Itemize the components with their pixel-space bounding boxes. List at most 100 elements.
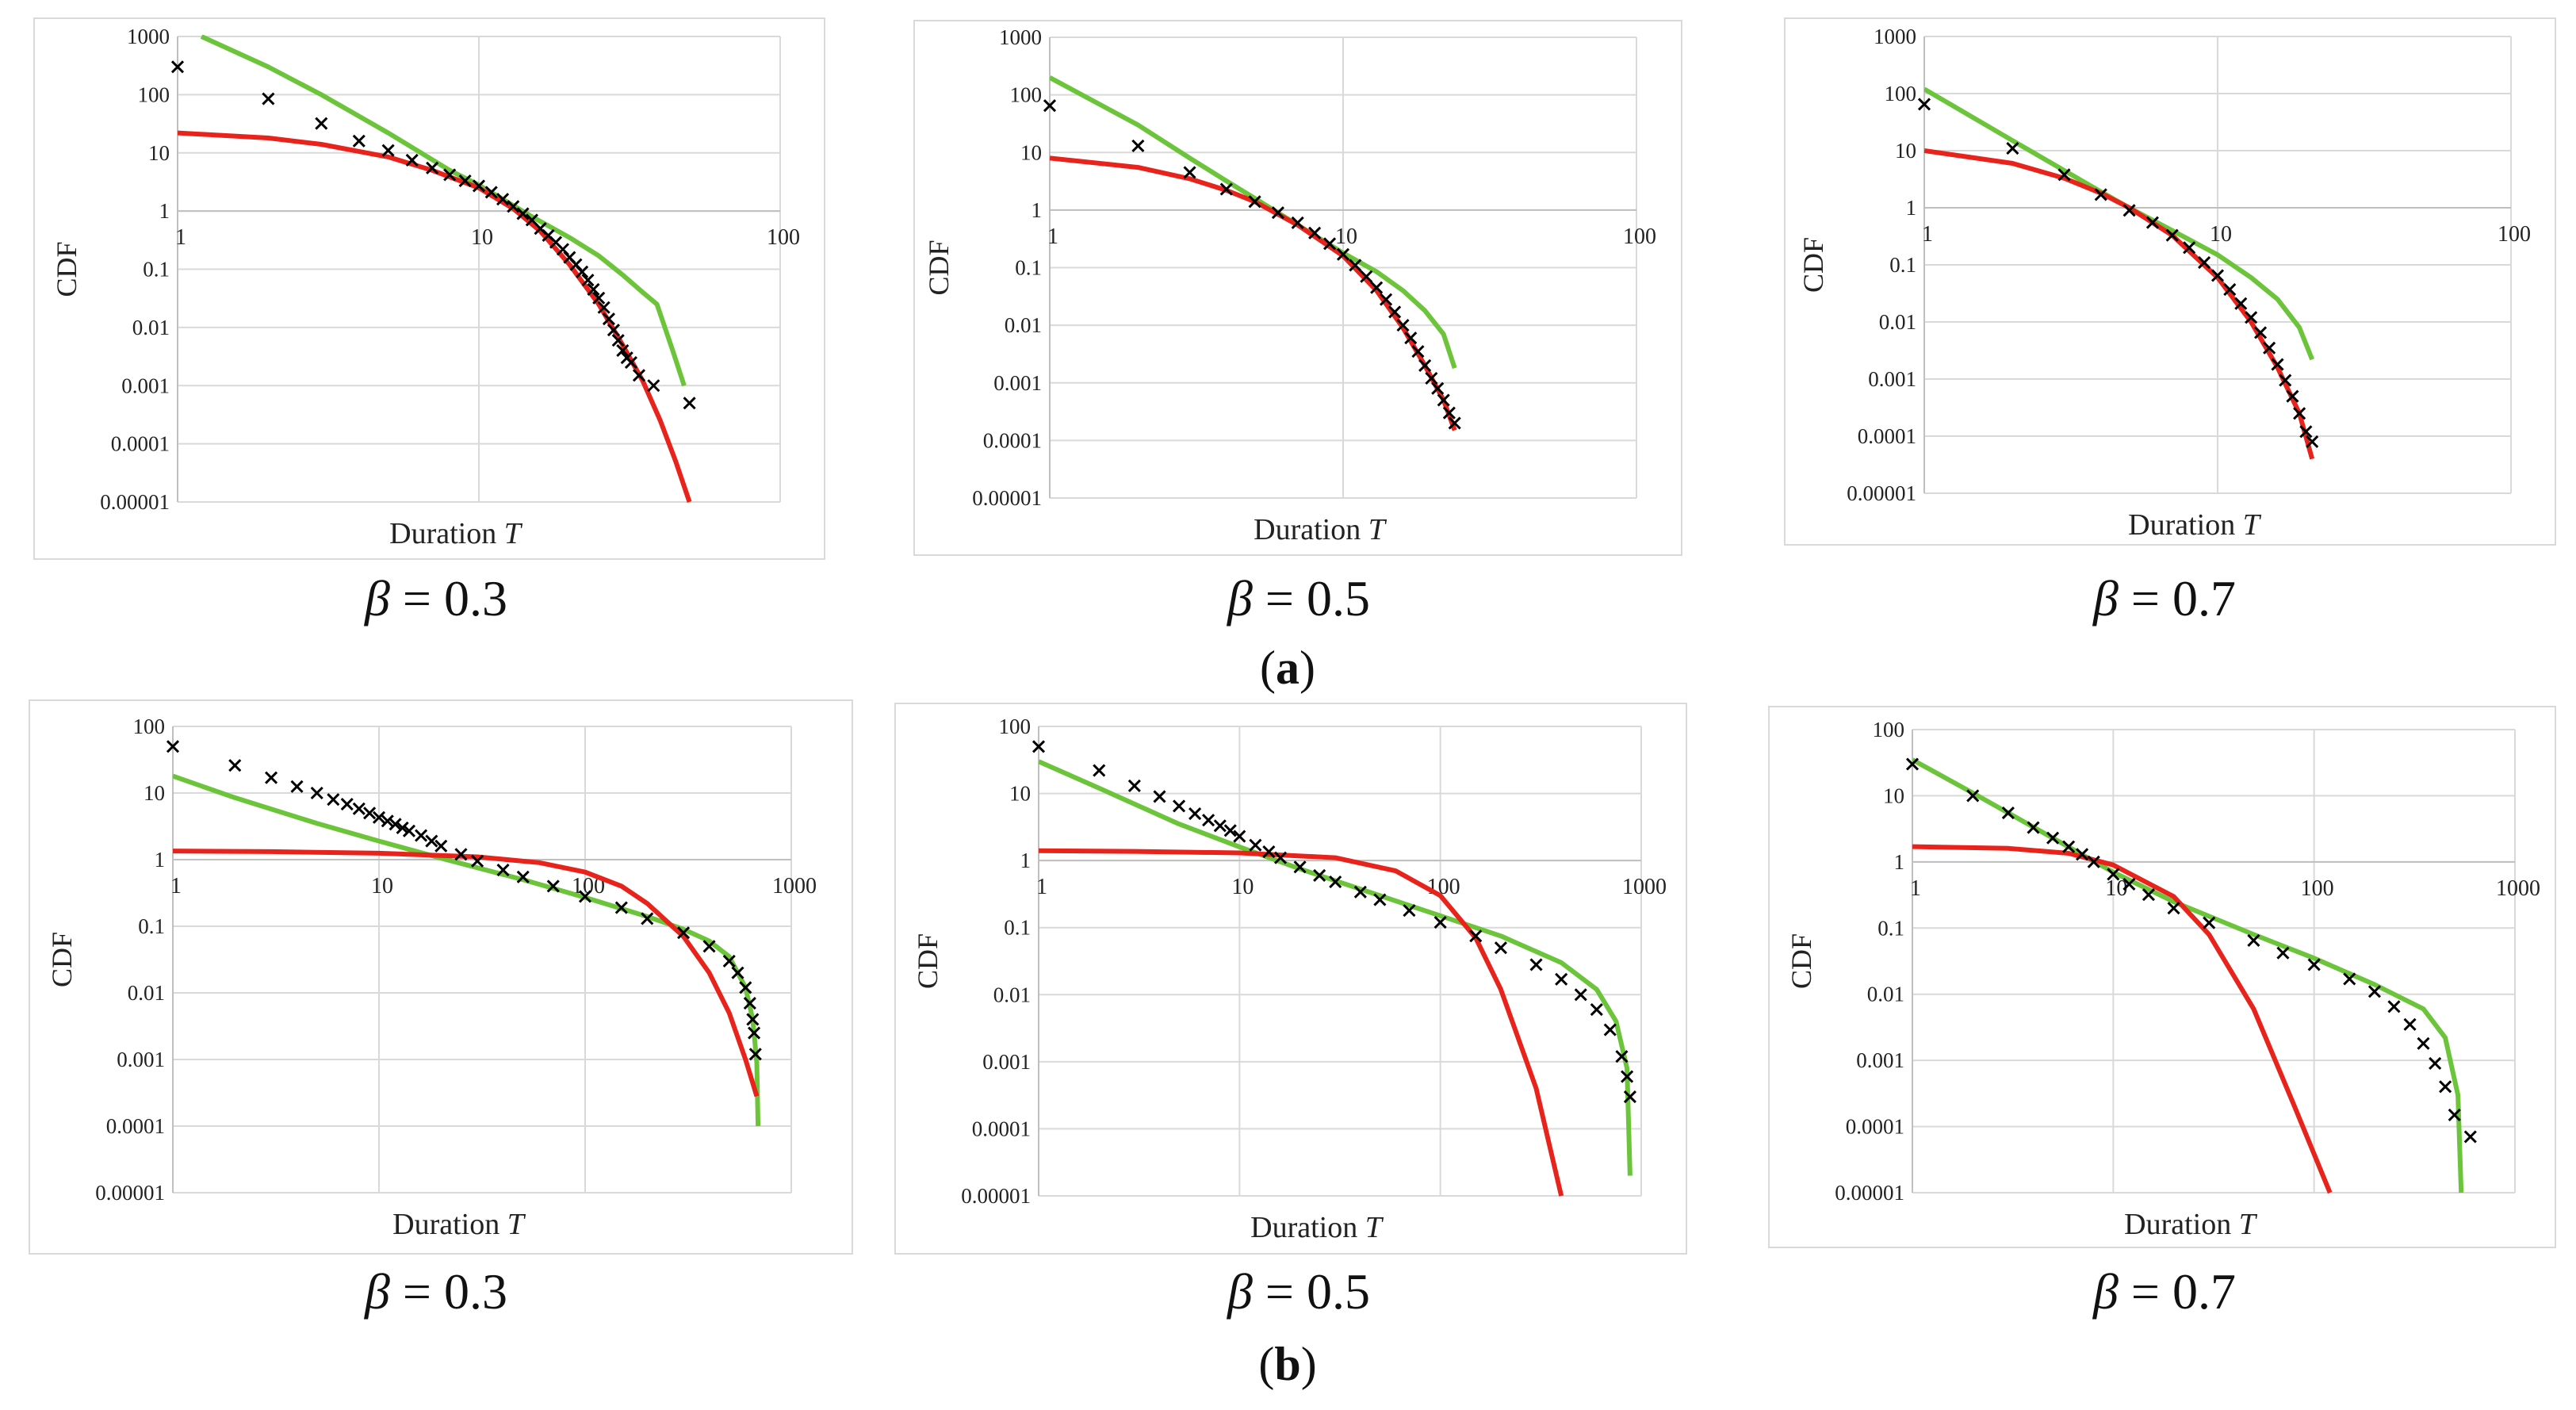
data-point-marker — [1590, 1002, 1603, 1017]
y-tick-label: 1 — [1906, 196, 1917, 220]
data-point-marker — [2234, 297, 2248, 310]
y-tick-label: 0.001 — [121, 374, 170, 397]
red-fit-line — [1039, 848, 1564, 1197]
figure-label-b-letter: b — [1274, 1338, 1301, 1390]
data-point-marker — [1249, 838, 1262, 852]
data-point-marker — [340, 798, 354, 811]
data-point-marker — [1494, 941, 1507, 955]
x-axis-title-text: Duration — [389, 517, 504, 550]
data-point-marker — [592, 291, 606, 305]
green-fit-line — [1924, 86, 2314, 361]
data-point-marker — [2271, 358, 2284, 371]
data-point-marker — [602, 312, 615, 326]
chart-panel-a3: 0.00001 0.0001 0.001 0.01 0.1 1 10 100 1000 1 10 10… — [1784, 17, 2556, 546]
y-tick-label: 1000 — [1874, 25, 1916, 48]
beta-symbol: β — [365, 1263, 390, 1320]
data-point-marker — [1188, 807, 1202, 821]
data-point-marker — [1433, 915, 1447, 929]
data-point-marker — [363, 807, 377, 820]
data-point-marker — [1388, 305, 1402, 319]
data-point-marker — [1233, 830, 1246, 843]
data-point-marker — [1093, 764, 1106, 777]
data-point-marker — [2263, 341, 2276, 354]
y-tick-label: 1 — [155, 848, 166, 872]
y-tick-label: 0.00001 — [95, 1181, 165, 1205]
chart-panel-a2: 0.00001 0.0001 0.001 0.01 0.1 1 10 100 1000 1 10 10… — [913, 20, 1682, 556]
data-point-marker — [415, 829, 428, 842]
data-point-marker — [2306, 435, 2319, 449]
data-point-marker — [2107, 868, 2120, 881]
data-point-marker — [624, 355, 638, 370]
data-point-marker — [484, 186, 498, 199]
beta-symbol: β — [2093, 1263, 2119, 1320]
data-point-marker — [2183, 241, 2196, 255]
data-point-marker — [743, 996, 756, 1010]
data-point-marker — [2448, 1108, 2461, 1121]
x-axis-title: Duration T — [1254, 513, 1388, 546]
data-point-marker — [587, 282, 600, 297]
beta-label-a2: β = 0.5 — [1180, 569, 1418, 628]
x-tick-label: 10 — [371, 874, 393, 898]
data-point-marker — [516, 870, 530, 883]
data-point-marker — [496, 863, 510, 877]
x-tick-label: 1000 — [1622, 875, 1667, 899]
y-tick-label: 0.00001 — [100, 490, 170, 514]
data-point-marker — [290, 780, 304, 793]
data-point-marker — [722, 954, 736, 967]
data-point-marker — [1615, 1050, 1629, 1063]
data-point-marker — [2245, 311, 2258, 324]
data-point-marker — [1621, 1070, 1634, 1083]
x-tick-label: 10 — [1231, 875, 1254, 899]
data-point-marker — [2122, 204, 2136, 217]
data-point-marker — [1917, 98, 1931, 111]
x-tick-label: 1 — [1922, 222, 1933, 247]
x-tick-label: 100 — [1427, 875, 1460, 899]
x-axis-title: Duration T — [392, 1208, 526, 1241]
data-point-marker — [1219, 182, 1233, 196]
y-axis-title: CDF — [1786, 933, 1817, 989]
data-point-marker — [1213, 819, 1227, 833]
data-point-marker — [425, 834, 438, 848]
y-tick-label: 0.00001 — [1835, 1181, 1904, 1205]
x-tick-label: 10 — [1335, 224, 1357, 249]
data-point-marker — [1555, 972, 1568, 986]
data-point-marker — [597, 301, 611, 314]
x-tick-label: 1 — [170, 874, 182, 898]
data-point-marker — [2463, 1130, 2477, 1144]
data-point-marker — [443, 168, 457, 182]
beta-value: = 0.7 — [2130, 570, 2236, 626]
y-axis-title: CDF — [912, 933, 944, 989]
x-tick-label: 100 — [767, 225, 800, 250]
data-point-marker — [1273, 851, 1288, 864]
chart-panel-b2: 0.00001 0.0001 0.001 0.01 0.1 1 10 100 1 10 100 100… — [894, 703, 1687, 1255]
data-point-marker — [2057, 168, 2071, 182]
data-point-marker — [2286, 389, 2299, 403]
data-point-marker — [516, 207, 530, 220]
y-axis-title: CDF — [46, 932, 78, 987]
data-point-marker — [1323, 237, 1337, 251]
y-tick-label: 10 — [1020, 140, 1042, 164]
data-point-marker — [1469, 929, 1483, 943]
y-tick-label: 0.0001 — [1846, 1115, 1904, 1139]
data-point-marker — [647, 379, 660, 393]
data-point-marker — [1373, 893, 1387, 906]
figure-label-b: (b) — [1258, 1338, 1317, 1390]
y-tick-label: 100 — [1885, 82, 1917, 105]
data-point-marker — [1411, 345, 1425, 358]
beta-label-b3: β = 0.7 — [2046, 1262, 2283, 1321]
data-point-marker — [2254, 326, 2268, 339]
data-point-marker — [2145, 216, 2159, 229]
data-point-marker — [683, 397, 696, 410]
data-point-marker — [2122, 877, 2136, 891]
data-point-marker — [496, 193, 510, 206]
data-point-marker — [389, 818, 402, 831]
y-tick-label: 0.001 — [993, 371, 1042, 395]
data-point-marker — [676, 926, 691, 940]
beta-value: = 0.5 — [1265, 1263, 1370, 1320]
y-tick-label: 0.00001 — [961, 1184, 1031, 1208]
data-point-marker — [1349, 259, 1362, 272]
x-tick-label: 10 — [471, 225, 493, 250]
